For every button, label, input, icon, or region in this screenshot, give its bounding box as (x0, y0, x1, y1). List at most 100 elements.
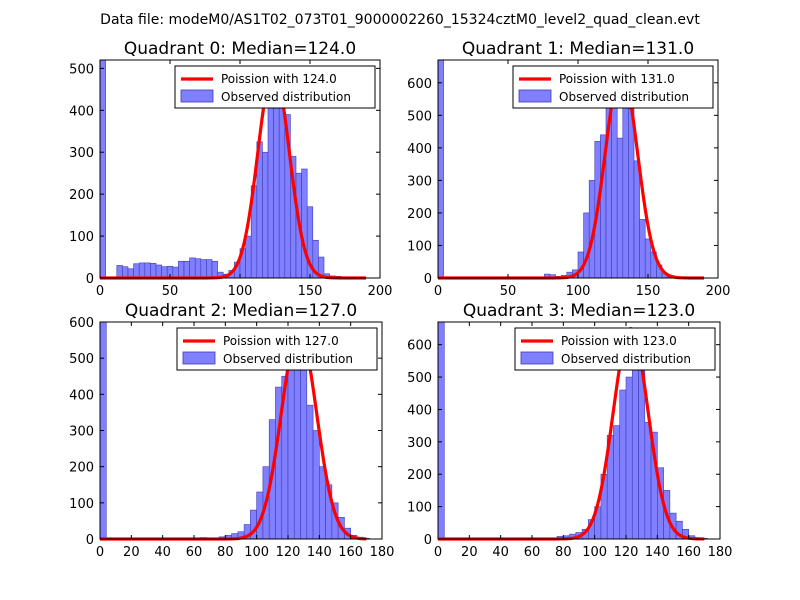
figure-title: Data file: modeM0/AS1T02_073T01_90000022… (100, 12, 700, 28)
x-tick-label: 140 (645, 545, 670, 560)
chart-legend: Poission with 127.0 Observed distribution (176, 327, 378, 371)
histogram-bar (116, 265, 123, 279)
histogram-bar (189, 257, 196, 279)
histogram-bar (300, 365, 308, 540)
x-tick-label: 50 (162, 284, 179, 299)
legend-label-observed: Observed distribution (223, 352, 353, 366)
y-tick-label: 400 (407, 142, 432, 157)
y-tick-label: 600 (407, 339, 432, 354)
axes-frame (437, 321, 721, 540)
x-tick-label: 0 (434, 545, 442, 560)
legend-label-fit: Poission with 131.0 (559, 72, 675, 86)
y-tick-label: 100 (407, 239, 432, 254)
chart-title: Quadrant 1: Median=131.0 (462, 39, 694, 59)
y-tick-label: 200 (407, 468, 432, 483)
chart-legend: Poission with 123.0 Observed distribution (514, 327, 716, 371)
y-tick-label: 500 (407, 371, 432, 386)
histogram-bar (172, 266, 179, 279)
legend-label-observed: Observed distribution (559, 90, 689, 104)
y-tick-label: 200 (407, 207, 432, 222)
histogram-bar (644, 238, 652, 279)
histogram-bar (200, 259, 207, 279)
x-tick-label: 120 (276, 545, 301, 560)
histogram-bar (138, 262, 146, 279)
x-tick-label: 40 (492, 545, 509, 560)
legend-bar-swatch (518, 89, 552, 103)
histogram-bar (619, 389, 627, 540)
chart-quadrant-0: Quadrant 0: Median=124.0 0 50 100 150 200 0 100… (69, 39, 392, 299)
histogram-bars (99, 59, 353, 279)
x-tick-label: 200 (706, 284, 731, 299)
y-tick-label: 0 (86, 533, 94, 548)
chart-title: Quadrant 2: Median=127.0 (125, 301, 357, 321)
legend-box (512, 65, 714, 109)
x-tick-label: 120 (614, 545, 639, 560)
y-tick-label: 300 (69, 146, 94, 161)
histogram-bar (633, 160, 640, 279)
y-tick-label: 200 (69, 461, 94, 476)
y-tick-label: 300 (69, 425, 94, 440)
x-tick-label: 0 (434, 284, 442, 299)
histogram-bar (161, 266, 168, 279)
x-tick-label: 20 (461, 545, 478, 560)
y-tick-label: 100 (69, 230, 94, 245)
legend-label-fit: Poission with 123.0 (561, 334, 677, 348)
y-tick-label: 400 (407, 403, 432, 418)
x-tick-label: 160 (676, 545, 701, 560)
legend-bar-swatch (520, 351, 554, 365)
y-tick-label: 600 (69, 316, 94, 331)
x-tick-label: 150 (298, 284, 323, 299)
x-tick-label: 100 (566, 284, 591, 299)
y-tick-label: 100 (407, 501, 432, 516)
y-tick-label: 400 (69, 104, 94, 119)
y-tick-label: 0 (424, 533, 432, 548)
x-tick-label: 180 (370, 545, 395, 560)
y-tick-label: 300 (407, 174, 432, 189)
x-tick-label: 100 (244, 545, 269, 560)
histogram-bar (206, 259, 213, 279)
histogram-bar (122, 266, 129, 279)
y-tick-label: 500 (69, 62, 94, 77)
y-tick-label: 300 (407, 436, 432, 451)
histogram-bar (287, 365, 295, 540)
histogram-bar (319, 466, 326, 540)
histogram-bars (437, 321, 708, 540)
legend-bar-swatch (182, 351, 216, 365)
legend-label-fit: Poission with 127.0 (223, 334, 339, 348)
charts-container: Quadrant 0: Median=124.00 50 100 150 2000100… (69, 39, 732, 560)
legend-bar-swatch (180, 89, 214, 103)
chart-title: Quadrant 0: Median=124.0 (124, 39, 356, 59)
y-tick-label: 0 (86, 272, 94, 287)
chart-quadrant-1: Quadrant 1: Median=131.0 0 50 100 150 200 0 100… (407, 39, 730, 299)
histogram-bar (616, 137, 624, 279)
chart-legend: Poission with 124.0 Observed distribution (174, 65, 376, 109)
histogram-bar (613, 425, 621, 540)
histogram-bar (144, 262, 151, 279)
y-tick-label: 400 (69, 388, 94, 403)
histogram-bar (639, 219, 646, 279)
legend-label-observed: Observed distribution (221, 90, 351, 104)
x-tick-label: 60 (186, 545, 203, 560)
x-tick-label: 60 (524, 545, 541, 560)
histogram-bar (611, 88, 618, 279)
x-tick-label: 150 (636, 284, 661, 299)
histogram-bar (99, 59, 106, 279)
chart-quadrant-2: Quadrant 2: Median=127.0 0 20 40 60 80 100 120 1… (69, 301, 394, 560)
histogram-bar (245, 235, 252, 279)
y-tick-label: 500 (407, 109, 432, 124)
y-tick-label: 0 (424, 272, 432, 287)
x-tick-label: 80 (217, 545, 234, 560)
histogram-bar (155, 264, 162, 279)
histogram-bar (644, 422, 652, 540)
x-tick-label: 40 (154, 545, 171, 560)
histogram-bar (625, 376, 633, 540)
legend-label-observed: Observed distribution (561, 352, 691, 366)
x-tick-label: 80 (555, 545, 572, 560)
histogram-bar (312, 430, 320, 540)
histogram-bar (150, 263, 157, 279)
y-tick-label: 200 (69, 188, 94, 203)
histogram-bar (628, 108, 635, 279)
histogram-bar (262, 151, 269, 279)
chart-title: Quadrant 3: Median=123.0 (463, 301, 695, 321)
